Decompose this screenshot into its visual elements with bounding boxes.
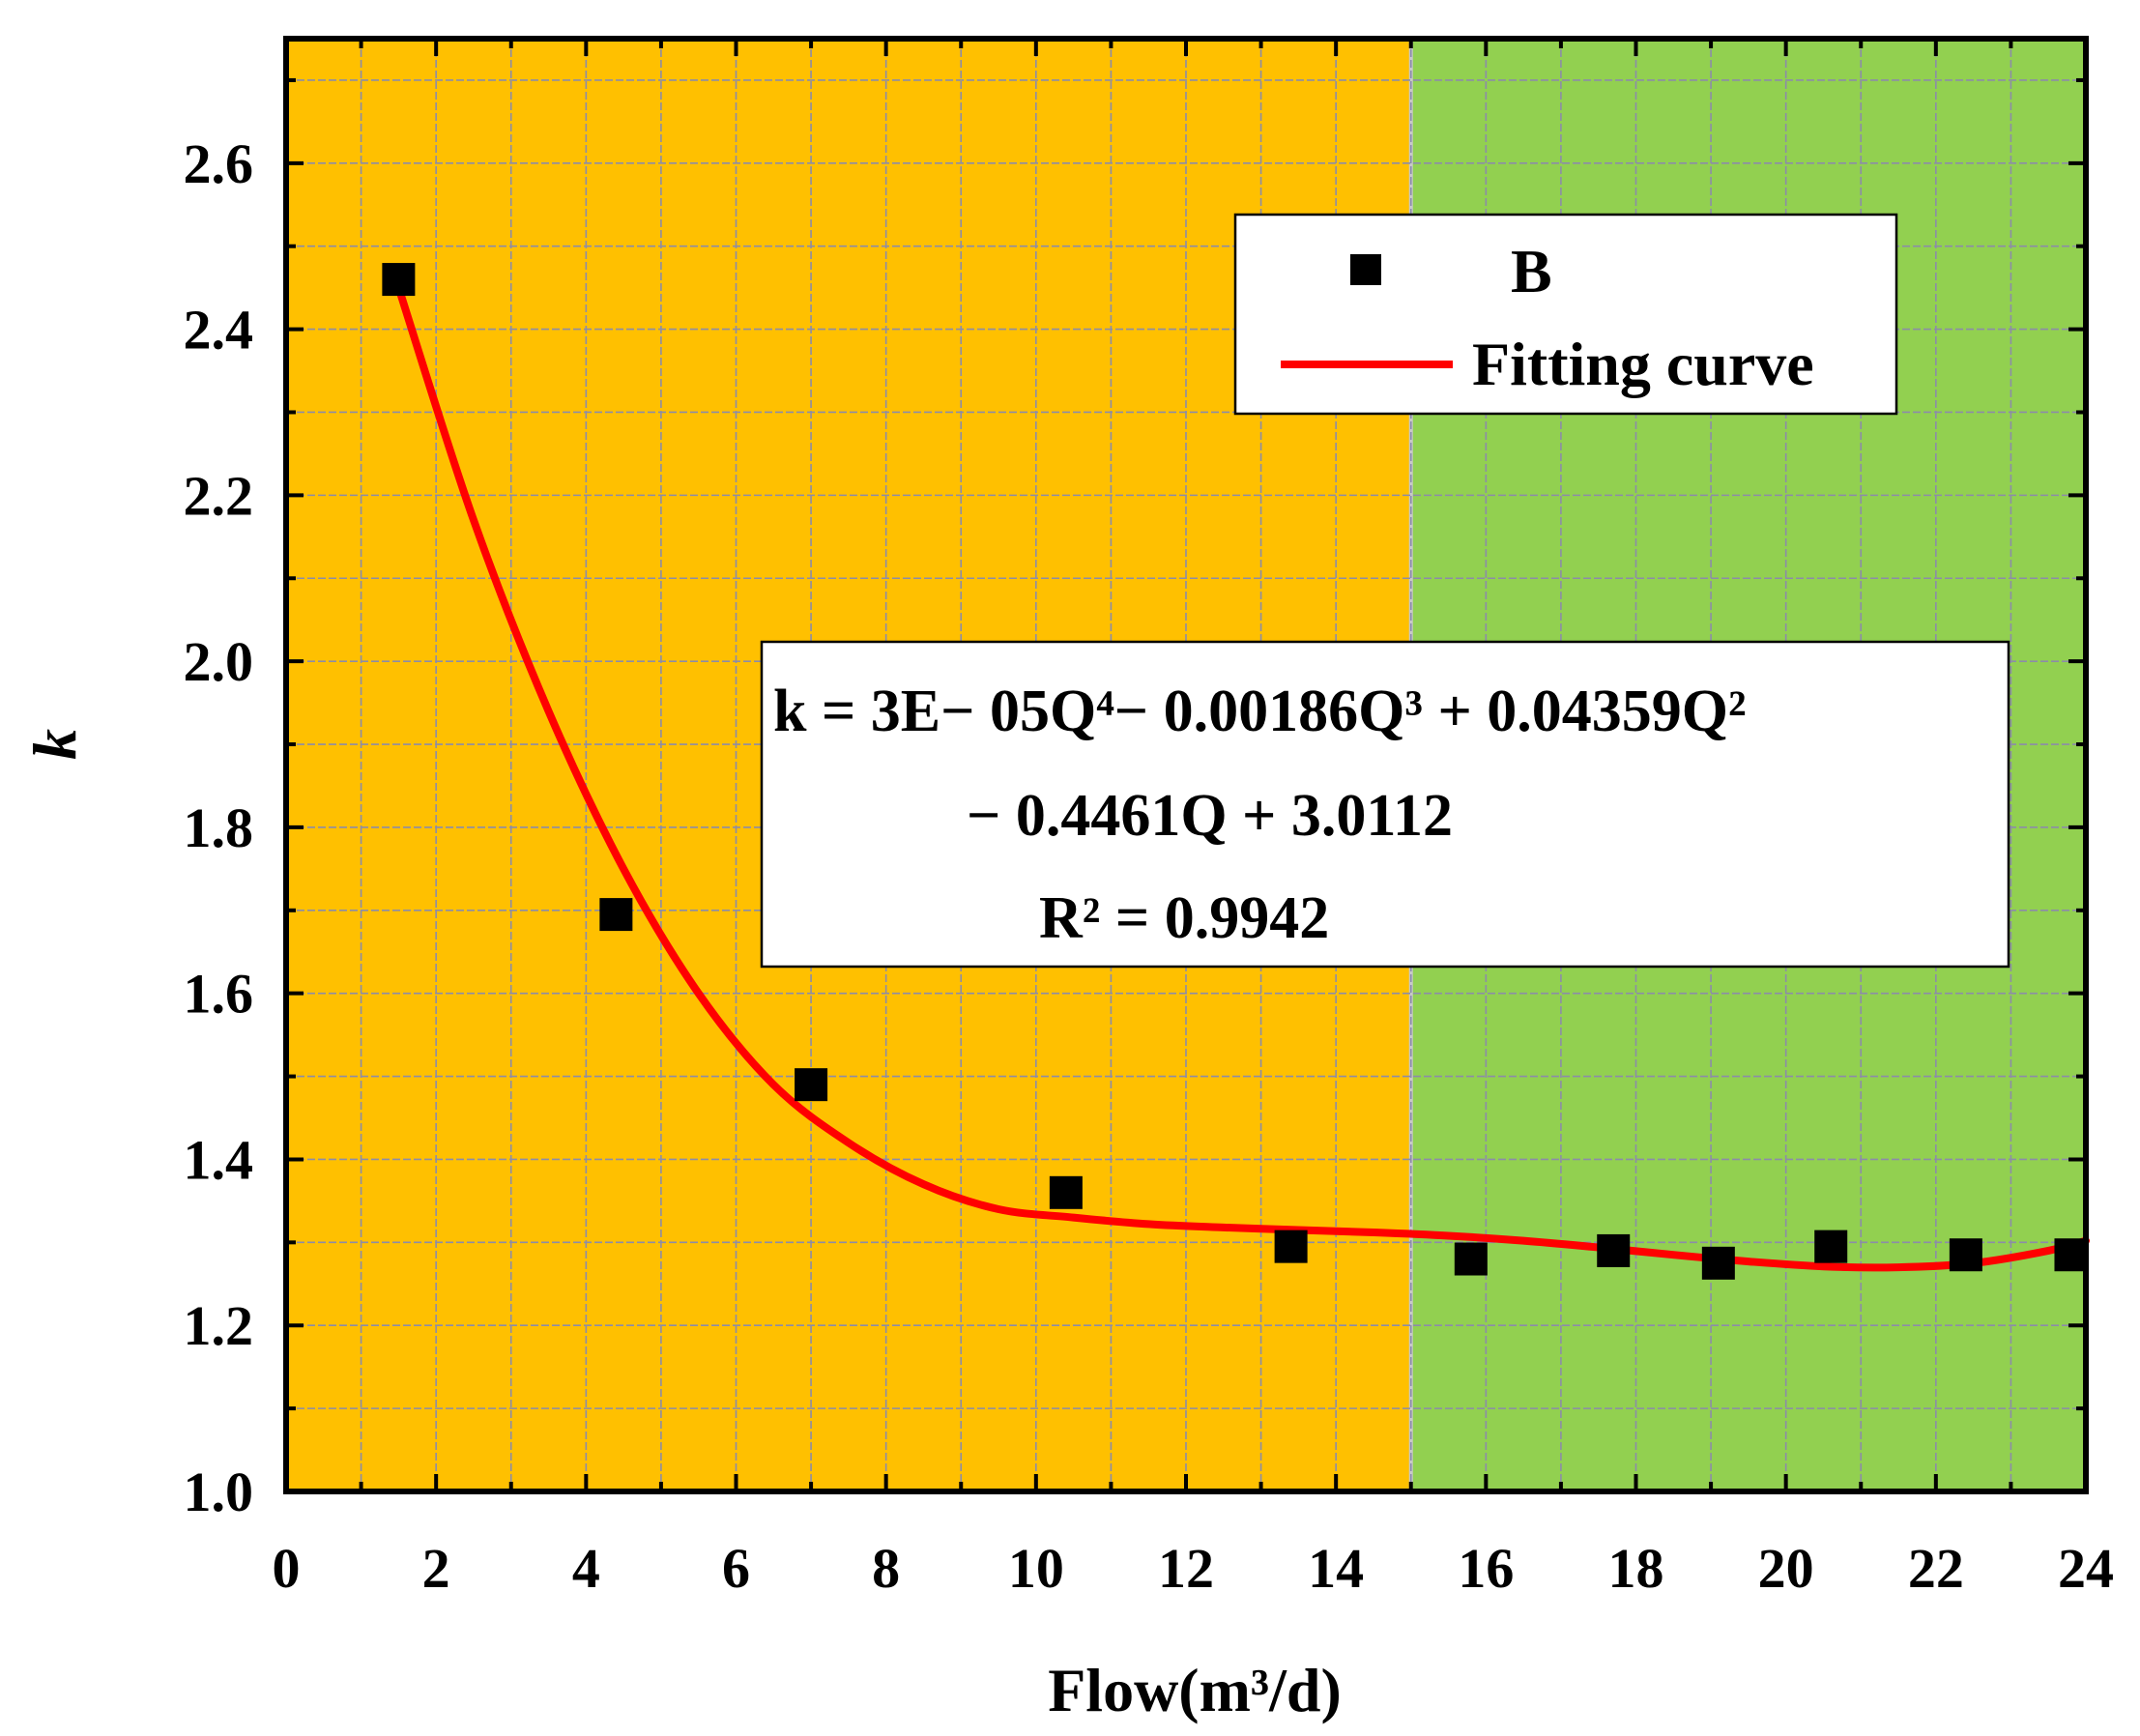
x-tick-label: 24 — [2058, 1537, 2114, 1600]
data-point — [1274, 1230, 1308, 1263]
y-tick-labels: 1.0 1.2 1.4 1.6 1.8 2.0 2.2 2.4 2.6 — [184, 132, 254, 1523]
y-tick-label: 2.6 — [184, 132, 254, 195]
equation-line-3: R² = 0.9942 — [1039, 885, 1329, 951]
data-point — [599, 898, 633, 932]
data-point — [1597, 1233, 1631, 1267]
x-tick-label: 6 — [722, 1537, 750, 1600]
x-tick-label: 0 — [273, 1537, 301, 1600]
x-tick-label: 10 — [1008, 1537, 1064, 1600]
x-tick-label: 4 — [572, 1537, 600, 1600]
equation-line-2: − 0.4461Q + 3.0112 — [967, 783, 1453, 849]
data-point — [1049, 1175, 1083, 1209]
y-tick-label: 1.0 — [184, 1461, 254, 1523]
x-tick-label: 2 — [422, 1537, 450, 1600]
legend-label-fitting: Fitting curve — [1472, 330, 1814, 398]
y-tick-label: 2.2 — [184, 464, 254, 527]
fitting-curve — [394, 283, 2090, 1272]
equation-box: k = 3E− 05Q⁴− 0.00186Q³ + 0.04359Q² − 0.… — [760, 640, 2010, 969]
x-tick-label: 20 — [1758, 1537, 1814, 1600]
y-tick-label: 2.0 — [184, 630, 254, 693]
y-tick-label: 1.8 — [184, 796, 254, 859]
x-tick-label: 8 — [872, 1537, 900, 1600]
x-tick-label: 14 — [1308, 1537, 1364, 1600]
legend-box — [1233, 213, 1898, 416]
legend-marker-b — [1350, 254, 1381, 285]
y-axis-title: k — [20, 729, 89, 760]
legend-label-b: B — [1511, 237, 1552, 305]
x-axis-title: Flow(m³/d) — [1048, 1656, 1342, 1724]
x-tick-label: 22 — [1908, 1537, 1964, 1600]
y-tick-label: 1.4 — [184, 1128, 254, 1191]
data-point — [1454, 1242, 1488, 1276]
fitting-curve-layer — [394, 283, 2090, 1272]
x-tick-label: 12 — [1158, 1537, 1214, 1600]
y-tick-label: 1.2 — [184, 1294, 254, 1357]
x-tick-label: 16 — [1458, 1537, 1514, 1600]
y-tick-label: 2.4 — [184, 299, 254, 362]
data-point — [1814, 1230, 1848, 1263]
y-tick-label: 1.6 — [184, 963, 254, 1026]
x-tick-labels: 0 2 4 6 8 10 12 14 16 18 20 22 24 — [273, 1537, 2115, 1600]
data-point — [382, 263, 416, 297]
data-point — [1949, 1238, 1982, 1272]
legend: B Fitting curve — [1233, 213, 1898, 416]
equation-box-frame — [760, 640, 2010, 969]
data-points — [382, 263, 2088, 1280]
x-tick-label: 18 — [1608, 1537, 1664, 1600]
axis-ticks — [284, 39, 2088, 1493]
data-point — [1701, 1246, 1735, 1280]
data-point — [795, 1068, 828, 1102]
equation-line-1: k = 3E− 05Q⁴− 0.00186Q³ + 0.04359Q² — [773, 679, 1747, 744]
